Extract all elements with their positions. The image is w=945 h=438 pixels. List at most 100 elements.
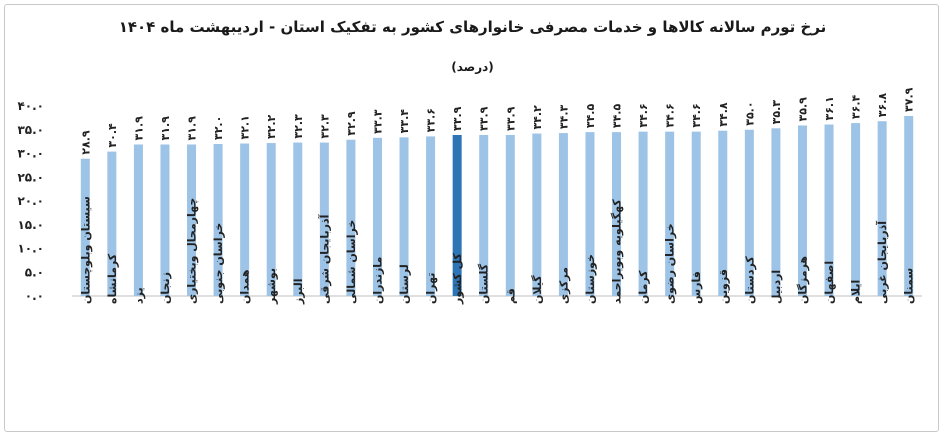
value-label: ۳۱.۹: [132, 116, 145, 141]
bar: [744, 129, 754, 296]
bar: [293, 142, 303, 296]
y-axis: ۰.۰ ۵.۰ ۱۰.۰ ۱۵.۰ ۲۰.۰ ۲۵.۰ ۳۰.۰ ۳۵.۰ ۴۰.۰: [17, 99, 922, 303]
category-label: کرمانشاه: [106, 253, 119, 304]
category-label: همدان: [239, 269, 252, 304]
value-label: ۳۳.۹: [504, 106, 517, 131]
category-label: البرز: [292, 278, 305, 305]
value-label: ۳۲.۳: [318, 114, 331, 139]
category-label: خراسان جنوبی: [212, 223, 225, 304]
bar: [80, 158, 90, 296]
y-tick-label: ۰.۰: [25, 289, 44, 303]
category-label: آذربایجان شرقی: [317, 214, 331, 304]
category-label: گلستان: [478, 263, 491, 304]
category-label: اردبیل: [770, 270, 783, 304]
category-label: آذربایجان غربی: [875, 221, 889, 304]
category-label: قم: [504, 288, 517, 304]
category-label: خوزستان: [584, 254, 597, 304]
bar: [638, 131, 648, 296]
category-label: سیستان وبلوچستان: [79, 196, 92, 304]
bar: [904, 115, 914, 296]
bar: [851, 123, 861, 296]
category-label: خراسان شمالی: [345, 220, 358, 304]
bar: [399, 137, 409, 296]
bar: [665, 131, 675, 296]
value-label: ۳۴.۵: [611, 104, 624, 129]
bar: [877, 121, 887, 296]
chart-title: نرخ تورم سالانه کالاها و خدمات مصرفی خان…: [118, 18, 827, 36]
value-label: ۳۱.۹: [159, 116, 172, 141]
value-label: ۳۲.۰: [212, 116, 225, 140]
bar: [319, 142, 329, 296]
category-label: مازندران: [371, 257, 384, 304]
bar: [824, 124, 834, 297]
category-label: مرکزی: [557, 267, 570, 304]
value-label: ۳۳.۴: [398, 109, 411, 134]
value-label: ۳۴.۸: [717, 102, 730, 127]
category-label: کل کشور: [451, 253, 464, 305]
value-label: ۳۵.۹: [796, 97, 809, 122]
category-label: قزوین: [717, 269, 730, 304]
value-label: ۳۱.۹: [186, 116, 199, 141]
bar: [266, 143, 276, 296]
category-label: کهگیلویه وبویراحمد: [611, 199, 624, 304]
value-label: ۳۷.۹: [903, 87, 916, 112]
category-label: فارس: [690, 271, 703, 304]
category-label: زنجان: [159, 272, 172, 304]
y-tick-label: ۱۰.۰: [17, 242, 44, 256]
category-label: چهارمحال وبختیاری: [186, 198, 199, 304]
category-label: کرمان: [637, 270, 650, 304]
value-label: ۲۸.۹: [79, 130, 92, 155]
bar: [691, 131, 701, 296]
bar: [797, 125, 807, 296]
category-label: کردستان: [743, 256, 756, 304]
value-label: ۳۲.۹: [345, 111, 358, 136]
category-label: بوشهر: [265, 268, 278, 305]
y-tick-label: ۳۵.۰: [17, 123, 44, 137]
y-tick-label: ۳۰.۰: [17, 147, 44, 161]
y-tick-label: ۲۵.۰: [17, 170, 44, 184]
value-label: ۳۵.۰: [743, 101, 756, 125]
value-label: ۳۲.۱: [239, 115, 252, 139]
y-tick-label: ۲۰.۰: [17, 194, 44, 208]
bar: [612, 132, 622, 296]
bar: [187, 144, 197, 296]
category-label: هرمزگان: [796, 256, 809, 304]
value-label: ۳۴.۶: [637, 103, 650, 127]
category-label: ایلام: [850, 280, 863, 304]
category-label: یزد: [132, 287, 145, 304]
bar: [160, 144, 170, 296]
category-label: سمنان: [903, 268, 916, 304]
chart-subtitle: (درصد): [451, 60, 494, 74]
bar: [213, 144, 223, 296]
value-label: ۳۴.۶: [664, 103, 677, 127]
value-label: ۳۳.۹: [451, 106, 464, 131]
bar: [585, 132, 595, 296]
bars-group: [80, 115, 914, 297]
bar: [107, 151, 117, 296]
bar: [346, 139, 356, 296]
category-label: تهران: [425, 273, 438, 304]
chart-frame: [4, 4, 939, 432]
value-label: ۳۲.۳: [292, 114, 305, 139]
bar: [505, 134, 515, 296]
bar: [133, 144, 143, 296]
value-label: ۳۴.۳: [557, 104, 570, 129]
value-label: ۳۴.۶: [690, 103, 703, 127]
category-label: اصفهان: [823, 261, 836, 304]
y-tick-label: ۱۵.۰: [17, 218, 44, 232]
value-label: ۳۴.۵: [584, 104, 597, 129]
bar: [479, 134, 489, 296]
value-label: ۳۳.۳: [371, 109, 384, 134]
category-label: لرستان: [398, 264, 411, 304]
bar: [452, 134, 462, 296]
bar: [771, 128, 781, 296]
bar: [372, 137, 382, 296]
bar: [718, 130, 728, 296]
bar: [426, 136, 436, 296]
value-label: ۳۳.۹: [478, 106, 491, 131]
value-label: ۳۴.۲: [531, 105, 544, 130]
y-tick-label: ۴۰.۰: [17, 99, 44, 113]
bar: [558, 133, 568, 296]
y-tick-label: ۵.۰: [25, 265, 44, 279]
